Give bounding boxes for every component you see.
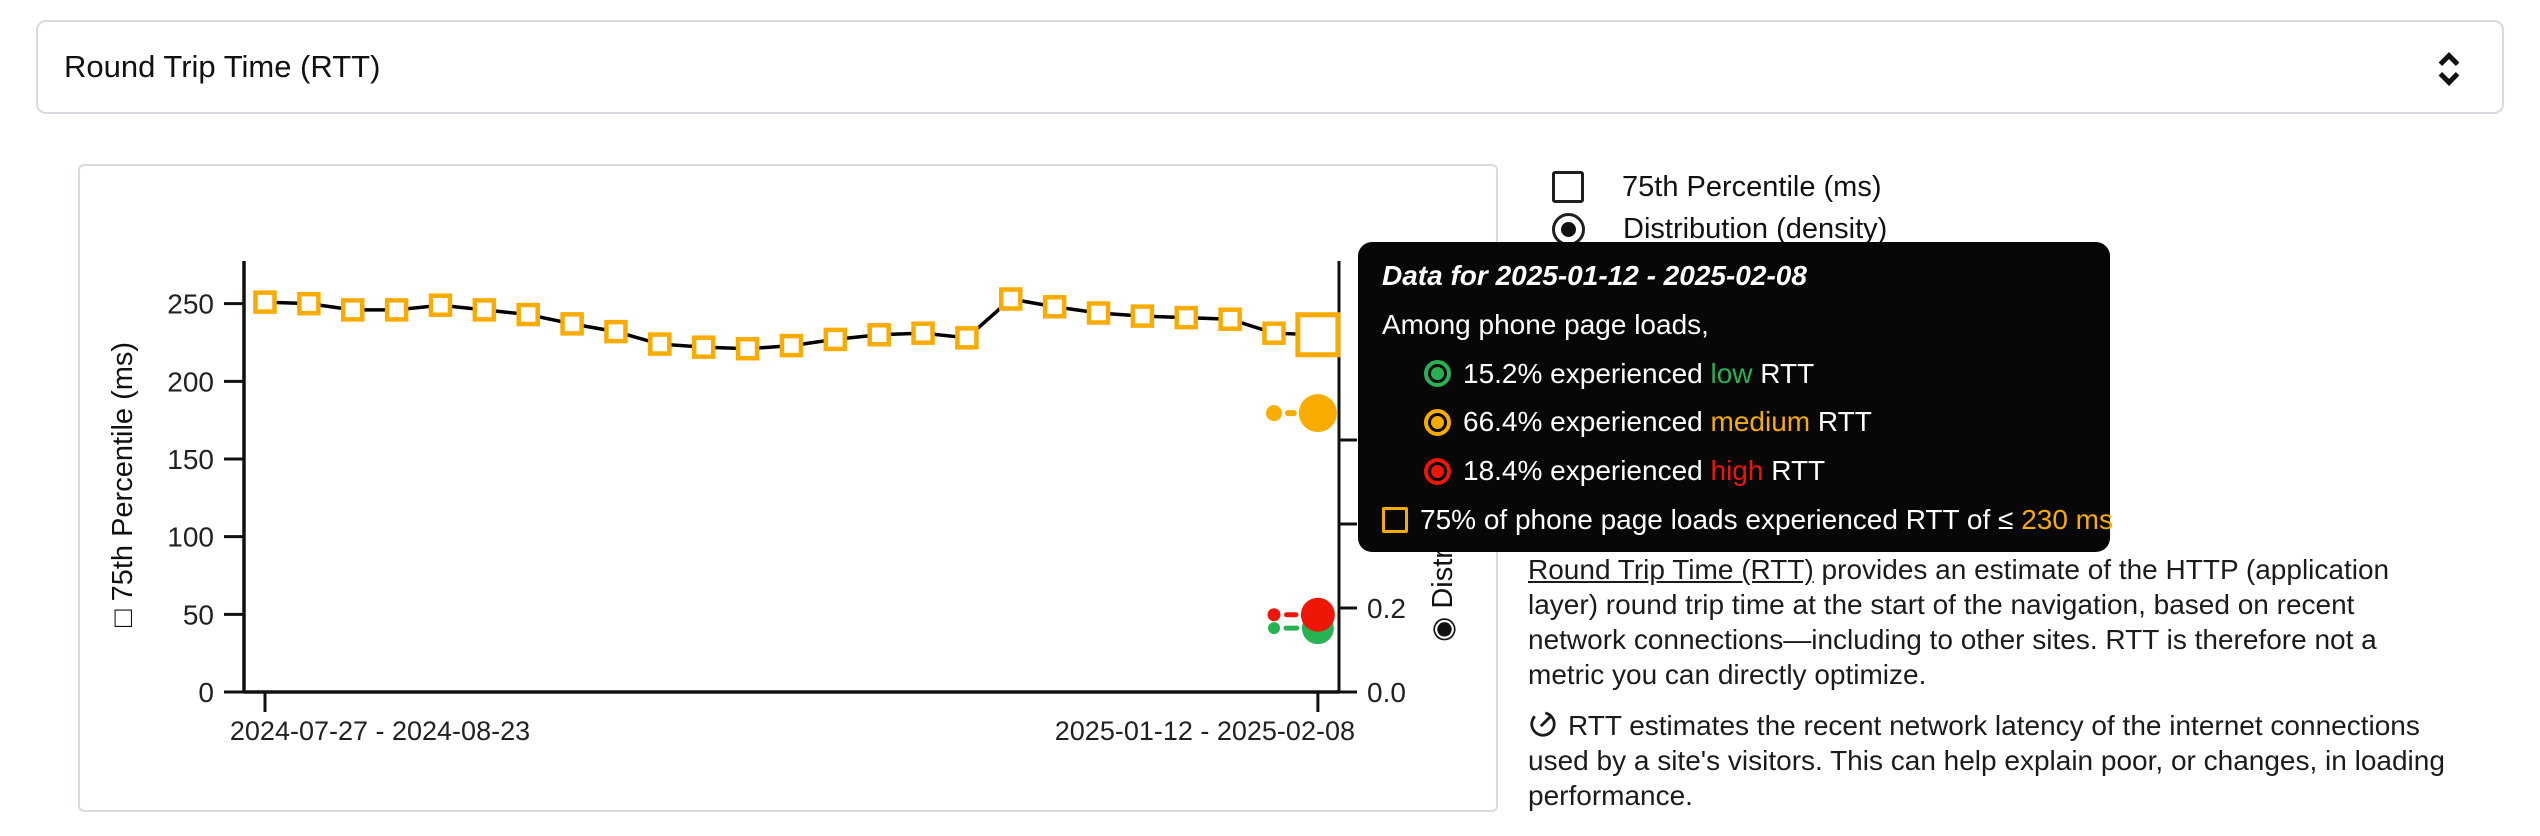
legend-item-distribution[interactable]: Distribution (density)	[1552, 208, 1887, 250]
density-dots	[1266, 394, 1337, 645]
tooltip-subtitle: Among phone page loads,	[1382, 308, 1709, 340]
low-rtt-dot-icon	[1424, 360, 1451, 388]
data-point	[340, 298, 365, 322]
svg-text:100: 100	[167, 522, 214, 553]
rtt-docs-link[interactable]: Round Trip Time (RTT)	[1528, 554, 1814, 585]
data-point	[297, 291, 321, 316]
data-point	[867, 322, 891, 347]
percentile-series	[253, 287, 1341, 361]
legend-item-percentile[interactable]: 75th Percentile (ms)	[1552, 166, 1887, 208]
rtt-description-paragraph: Round Trip Time (RTT) provides an estima…	[1528, 554, 2390, 690]
data-point	[1042, 295, 1067, 319]
svg-text:0: 0	[198, 677, 214, 708]
medium-density-dot	[1298, 394, 1337, 433]
metric-selector[interactable]: Round Trip Time (RTT)	[36, 20, 2504, 114]
tooltip-row-threshold: 75% of phone page loads experienced RTT …	[1382, 504, 2113, 536]
data-point	[955, 326, 979, 350]
data-point	[823, 327, 848, 352]
tooltip-row-high: 18.4% experienced high RTT	[1424, 455, 2086, 487]
metric-description: Round Trip Time (RTT) provides an estima…	[1528, 552, 2458, 813]
data-point	[779, 333, 804, 358]
legend-label-distribution: Distribution (density)	[1623, 212, 1888, 245]
data-point	[691, 335, 716, 359]
chart-tooltip: Data for 2025-01-12 - 2025-02-08 Among p…	[1358, 242, 2113, 552]
data-point	[560, 312, 584, 336]
svg-text:2024-07-27 - 2024-08-23: 2024-07-27 - 2024-08-23	[230, 716, 530, 746]
data-point	[384, 298, 409, 322]
svg-text:0.2: 0.2	[1367, 593, 1406, 624]
data-point	[648, 332, 672, 356]
percentile-square-icon	[1382, 506, 1408, 533]
data-point	[604, 319, 628, 344]
legend-label-percentile: 75th Percentile (ms)	[1622, 170, 1882, 203]
hovered-data-point	[1295, 312, 1341, 358]
data-point	[1174, 305, 1199, 330]
svg-text:□ 75th Percentile (ms): □ 75th Percentile (ms)	[107, 342, 139, 627]
data-point	[1218, 307, 1242, 331]
high-rtt-dot-icon	[1424, 457, 1451, 485]
chart-legend: 75th Percentile (ms) Distribution (densi…	[1552, 166, 1887, 250]
data-point	[428, 293, 453, 317]
svg-text:150: 150	[167, 444, 214, 475]
data-point	[911, 321, 935, 345]
data-point	[1086, 301, 1111, 325]
svg-text:50: 50	[183, 599, 214, 630]
checkbox-icon[interactable]	[1552, 171, 1584, 203]
data-point	[1262, 321, 1286, 345]
unfold-more-icon	[2438, 52, 2460, 86]
tooltip-row-low: 15.2% experienced low RTT	[1424, 358, 2086, 390]
tooltip-title: Data for 2025-01-12 - 2025-02-08	[1382, 260, 1807, 291]
data-point	[735, 336, 760, 361]
data-point	[253, 290, 277, 314]
data-point	[472, 298, 497, 322]
radio-selected-icon[interactable]	[1552, 212, 1585, 246]
svg-text:250: 250	[167, 289, 214, 320]
data-point	[516, 302, 540, 327]
gauge-icon	[1530, 711, 1556, 737]
data-point	[1130, 304, 1155, 328]
metric-selector-value: Round Trip Time (RTT)	[64, 49, 381, 84]
svg-text:2025-01-12 - 2025-02-08: 2025-01-12 - 2025-02-08	[1055, 716, 1355, 746]
rtt-explainer-paragraph: RTT estimates the recent network latency…	[1528, 710, 2445, 811]
data-point	[999, 287, 1023, 311]
tooltip-row-medium: 66.4% experienced medium RTT	[1424, 406, 2086, 438]
svg-text:0.0: 0.0	[1367, 677, 1406, 708]
high-density-dot	[1300, 597, 1335, 632]
medium-rtt-dot-icon	[1424, 408, 1451, 436]
svg-text:200: 200	[167, 366, 214, 397]
